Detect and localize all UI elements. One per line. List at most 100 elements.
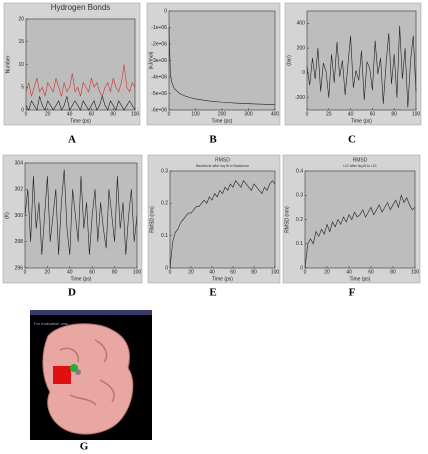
chart-title: RMSD: [215, 157, 230, 163]
chart-title: RMSD: [353, 157, 368, 163]
x-tick-label: 0: [306, 111, 309, 117]
panel: Hydrogen Bonds Time (ps) Number 0 20 40 60 80 10…: [3, 2, 141, 146]
x-tick-label: 20: [188, 269, 194, 275]
toolbar: [30, 310, 152, 315]
y-axis-label: (K): [4, 212, 10, 219]
y-tick-label: 5: [21, 85, 24, 91]
x-tick-label: 40: [346, 269, 352, 275]
y-tick-label: 0: [21, 107, 24, 113]
x-tick-label: 60: [368, 269, 374, 275]
x-tick-label: 80: [391, 111, 397, 117]
panel-label: D: [68, 287, 76, 299]
y-tick-label: -4e+06: [151, 74, 167, 80]
panel-label: E: [209, 287, 216, 299]
y-axis-label: Number: [5, 55, 11, 73]
y-axis-label: RMSD (nm): [149, 206, 155, 233]
x-tick-label: 100: [131, 111, 140, 117]
y-tick-label: -5e+06: [151, 91, 167, 97]
y-tick-label: 0.2: [296, 217, 303, 223]
x-tick-label: 20: [45, 111, 51, 117]
chart-subtitle: LIG after lsq fit to LIG: [343, 164, 377, 168]
x-axis-label: Time (ps): [350, 276, 371, 282]
x-tick-label: 100: [191, 111, 200, 117]
data-line: [25, 95, 136, 111]
y-tick-label: 304: [15, 160, 24, 166]
panel-label: G: [80, 441, 89, 453]
y-tick-label: 0.3: [296, 193, 303, 199]
y-tick-label: 0: [165, 265, 168, 271]
surface-shading: [59, 339, 115, 406]
x-axis-label: Time (ps): [351, 118, 372, 124]
x-tick-label: 60: [89, 269, 95, 275]
x-tick-label: 20: [324, 269, 330, 275]
plot-area: [306, 10, 417, 111]
y-axis-label: (bar): [286, 55, 292, 66]
x-tick-label: 80: [112, 269, 118, 275]
data-line: [168, 27, 276, 106]
y-tick-label: 296: [15, 265, 24, 271]
data-line: [169, 180, 276, 269]
x-tick-label: 40: [67, 111, 73, 117]
y-tick-label: 0: [300, 265, 303, 271]
x-tick-label: 60: [89, 111, 95, 117]
y-tick-label: 0.1: [296, 241, 303, 247]
x-tick-label: 60: [370, 111, 376, 117]
x-tick-label: 400: [271, 111, 280, 117]
y-tick-label: 0.2: [161, 201, 168, 207]
ligand-atom: [75, 369, 81, 375]
y-tick-label: 300: [15, 213, 24, 219]
plot-area: [304, 170, 416, 269]
y-tick-label: 0.4: [296, 168, 303, 174]
y-tick-label: 15: [18, 39, 24, 45]
protein-surface: [42, 323, 134, 435]
x-tick-label: 40: [209, 269, 215, 275]
panel-label: A: [68, 134, 76, 146]
x-tick-label: 60: [230, 269, 236, 275]
y-tick-label: 20: [18, 16, 24, 22]
x-tick-label: 40: [348, 111, 354, 117]
y-tick-label: 0: [302, 70, 305, 76]
panel: Time (ps) (bar) 0 20 40 60 80 100 -200 0 200 400 C: [284, 2, 422, 146]
x-tick-label: 0: [25, 111, 28, 117]
panel: Time (ps) (kJ/mol) 0 100 200 300 400 0 -1e+06 -2e…: [146, 2, 281, 146]
y-tick-label: -1e+06: [151, 25, 167, 31]
x-tick-label: 100: [411, 269, 420, 275]
data-line: [306, 25, 417, 108]
panel-label: B: [209, 134, 217, 146]
y-tick-label: 0: [164, 8, 167, 14]
x-tick-label: 80: [110, 111, 116, 117]
x-tick-label: 20: [326, 111, 332, 117]
y-tick-label: 0.1: [161, 233, 168, 239]
y-tick-label: 298: [15, 239, 24, 245]
y-tick-label: 400: [297, 21, 306, 27]
panel: Time (ps) (K) 0 20 40 60 80 100 296 298 300 302 304 D: [2, 154, 143, 299]
x-axis-label: Time (ps): [212, 276, 233, 282]
y-tick-label: 302: [15, 187, 24, 193]
x-tick-label: 200: [218, 111, 227, 117]
panel-g: For evaluation only. G: [30, 310, 152, 453]
y-axis-label: RMSD (nm): [284, 206, 290, 233]
x-tick-label: 20: [45, 269, 51, 275]
x-tick-label: 40: [67, 269, 73, 275]
y-tick-label: 200: [297, 45, 306, 51]
y-tick-label: -2e+06: [151, 41, 167, 47]
x-tick-label: 80: [390, 269, 396, 275]
x-axis-label: Time (ps): [71, 276, 92, 282]
y-tick-label: 0.3: [161, 168, 168, 174]
data-line: [24, 169, 138, 255]
x-tick-label: 0: [24, 269, 27, 275]
x-tick-label: 0: [168, 111, 171, 117]
x-tick-label: 100: [412, 111, 421, 117]
y-axis-label: (kJ/mol): [148, 51, 154, 69]
chart-title: Hydrogen Bonds: [51, 3, 111, 12]
ligand-site: [53, 366, 71, 384]
data-line: [304, 194, 416, 269]
panel-label: C: [348, 134, 356, 146]
x-tick-label: 80: [251, 269, 257, 275]
x-tick-label: 0: [304, 269, 307, 275]
y-tick-label: -6e+06: [151, 107, 167, 113]
data-line: [25, 64, 136, 98]
